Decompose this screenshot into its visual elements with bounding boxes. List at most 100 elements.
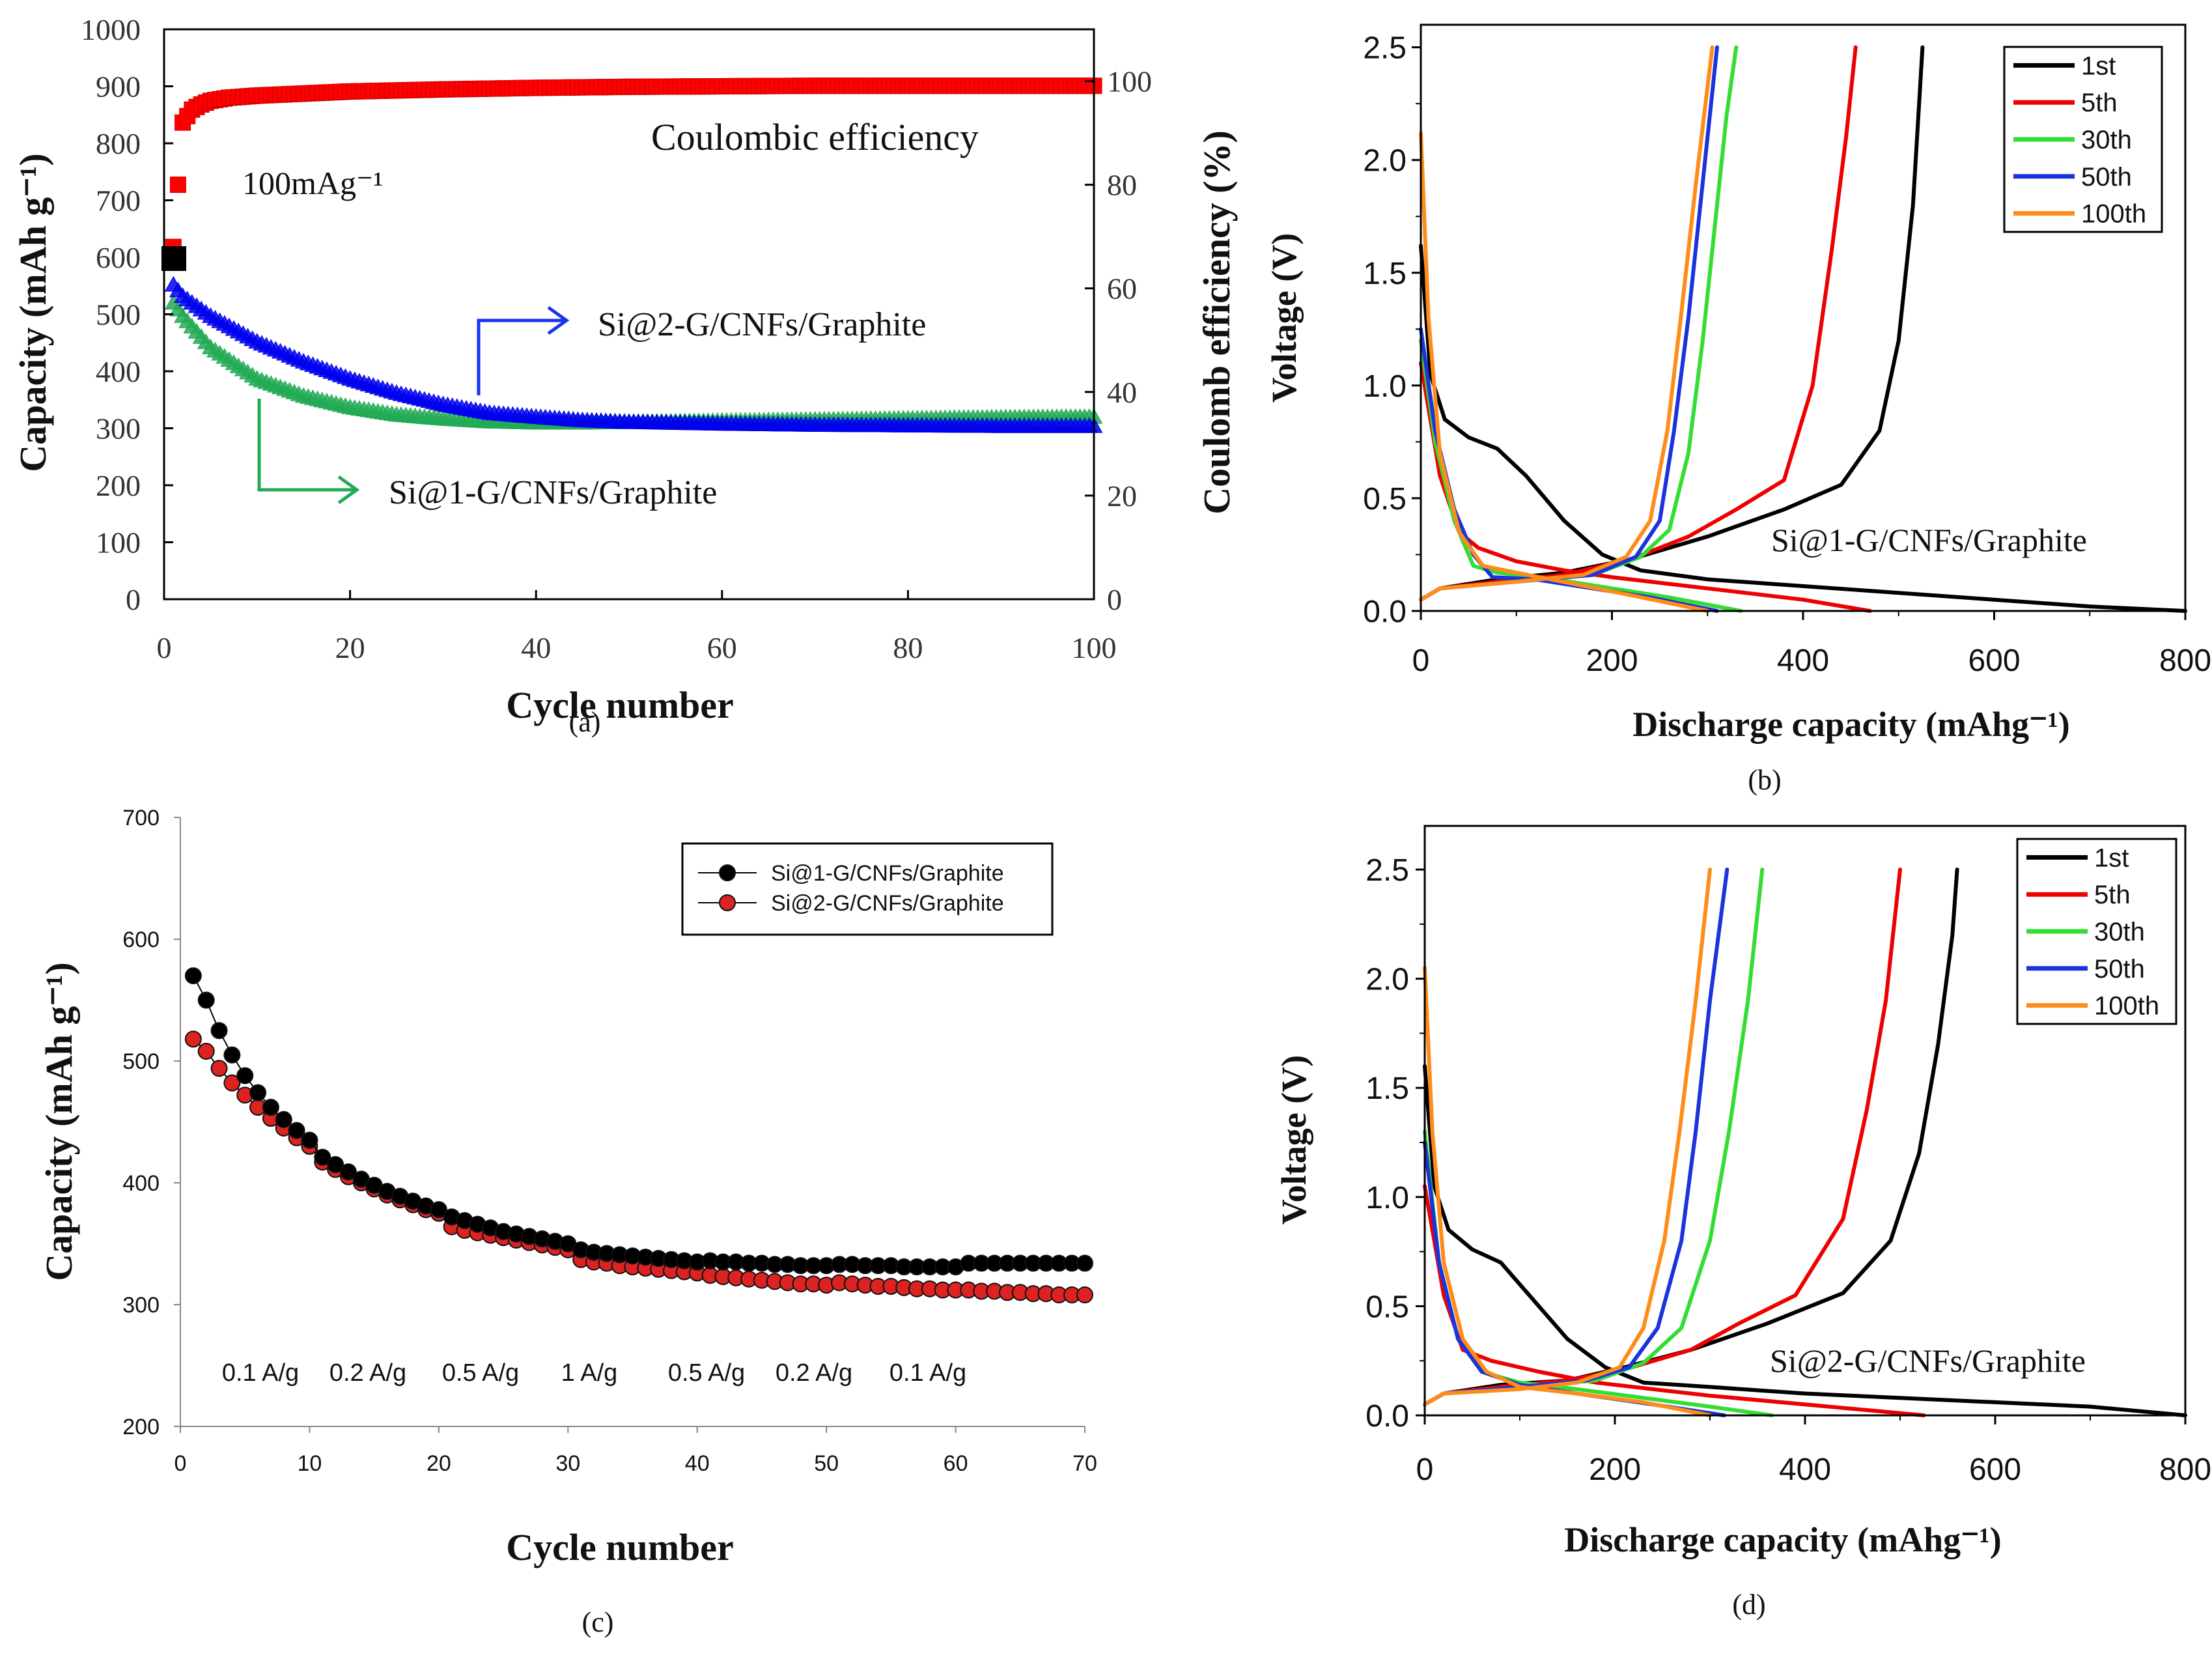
panel-c-point-si-1-g-cnfs-graphite <box>314 1148 331 1166</box>
panel-a-xtick-label: 80 <box>893 631 923 664</box>
panel-a-ytick-label: 0 <box>126 583 141 616</box>
panel-a-series-si-2-g-cnfs-graphite <box>164 276 1103 433</box>
panel-c-point-si-2-g-cnfs-graphite <box>223 1074 241 1092</box>
panel-d-ytick-label: 2.5 <box>1365 853 1409 888</box>
panel-c-point-si-2-g-cnfs-graphite <box>197 1043 215 1060</box>
panel-b-label: (b) <box>1748 764 1781 796</box>
panel-c-legend-frame <box>681 842 1054 936</box>
panel-a-ytick-label: 800 <box>96 127 141 160</box>
panel-b-legend-label-1st: 1st <box>2081 51 2116 80</box>
panel-c-point-si-1-g-cnfs-graphite <box>236 1067 254 1084</box>
panel-d-ytick-label: 0.0 <box>1365 1399 1409 1434</box>
panel-b-ytick-label: 1.5 <box>1363 257 1407 291</box>
panel-c-point-si-1-g-cnfs-graphite <box>275 1111 292 1128</box>
panel-d-legend: 1st 5th 30th 50th 100th <box>2016 838 2177 1025</box>
panel-a-ytick-label: 100 <box>96 526 141 559</box>
panel-b-annotation: Si@1-G/CNFs/Graphite <box>1771 522 2087 558</box>
panel-c-point-si-1-g-cnfs-graphite <box>184 967 202 985</box>
panel-b-xtick-label: 200 <box>1586 644 1638 678</box>
panel-a-y2tick-label: 40 <box>1107 376 1137 409</box>
panel-b-legend-label-50th: 50th <box>2081 163 2132 191</box>
panel-d-legend-label-30th: 30th <box>2094 918 2145 946</box>
panel-c-point-si-1-g-cnfs-graphite <box>223 1046 241 1064</box>
panel-a-rate-annotation: 100mAg⁻¹ <box>242 165 383 201</box>
panel-c-ytick-label: 400 <box>122 1171 160 1196</box>
panel-a-xtick-label: 100 <box>1072 631 1117 664</box>
panel-c-axes: 0 10 20 30 40 50 60 70 200 300 400 500 600 700 Cycle n… <box>38 806 1097 1568</box>
panel-c-xtick-label: 70 <box>1072 1451 1097 1476</box>
panel-c-point-si-2-g-cnfs-graphite <box>210 1060 228 1077</box>
panel-c-rate-label: 0.2 A/g <box>776 1359 852 1387</box>
panel-b-xtick-label: 600 <box>1968 644 2020 678</box>
panel-a: 0 20 40 60 80 1000100200300400500600700800900… <box>12 13 1238 738</box>
panel-a-y2label: Coulomb efficiency (%) <box>1196 130 1238 515</box>
panel-d-xlabel: Discharge capacity (mAhg⁻¹) <box>1564 1520 2002 1559</box>
panel-a-ytick-label: 200 <box>96 469 141 502</box>
panel-b-discharge-100th <box>1419 131 1710 613</box>
panel-d-xtick-label: 400 <box>1779 1452 1831 1487</box>
panel-c-ytick-label: 600 <box>122 928 160 952</box>
panel-d-discharge-100th <box>1423 965 1712 1417</box>
panel-a-y2tick-label: 0 <box>1107 583 1122 616</box>
panel-c-xlabel: Cycle number <box>506 1526 734 1568</box>
panel-c-point-si-1-g-cnfs-graphite <box>197 991 215 1009</box>
panel-c-rate-label: 0.1 A/g <box>889 1359 966 1387</box>
panel-a-ytick-label: 300 <box>96 412 141 446</box>
panel-b-legend-label-30th: 30th <box>2081 126 2132 154</box>
panel-c-point-si-1-g-cnfs-graphite <box>210 1022 228 1040</box>
panel-a-first-cycle-marker <box>161 246 186 271</box>
panel-c-xtick-label: 0 <box>175 1451 187 1476</box>
panel-c-rate-label: 0.5 A/g <box>668 1359 745 1387</box>
panel-a-axes: 0 20 40 60 80 1000100200300400500600700800900… <box>12 13 1238 726</box>
panel-c-series-si-1-g-cnfs-graphite <box>184 967 1093 1276</box>
panel-b-xlabel: Discharge capacity (mAhg⁻¹) <box>1632 705 2070 744</box>
panel-d-axes: 0 200 400 600 800 0.0 0.5 1.0 1.5 2.0 2.5 Discharge… <box>1274 853 2211 1559</box>
panel-b-discharge-30th <box>1419 338 1743 613</box>
panel-a-ytick-label: 600 <box>96 241 141 274</box>
panel-d-annotation: Si@2-G/CNFs/Graphite <box>1770 1342 2086 1379</box>
panel-c-legend-label-si-1-g-cnfs-graphite: Si@1-G/CNFs/Graphite <box>771 861 1004 886</box>
panel-c-point-si-1-g-cnfs-graphite <box>339 1163 357 1181</box>
panel-c-rate-label: 0.2 A/g <box>329 1359 406 1387</box>
panel-d-legend-label-1st: 1st <box>2094 843 2129 872</box>
panel-d-xtick-label: 800 <box>2159 1452 2211 1487</box>
panel-c-rate-labels: 0.1 A/g 0.2 A/g 0.5 A/g 1 A/g 0.5 A/g 0.2 A/g… <box>222 1359 966 1387</box>
panel-c-point-si-1-g-cnfs-graphite <box>430 1201 447 1219</box>
panel-a-xtick-label: 60 <box>707 631 737 664</box>
panel-c-point-si-1-g-cnfs-graphite <box>1076 1254 1093 1272</box>
panel-a-ce-annotation: Coulombic efficiency <box>651 116 979 158</box>
panel-c-point-si-1-g-cnfs-graphite <box>262 1099 279 1116</box>
panel-b-xtick-label: 0 <box>1412 644 1430 678</box>
panel-a-plot <box>161 78 1103 433</box>
panel-a-xtick-label: 0 <box>157 631 172 664</box>
panel-a-label: (a) <box>569 706 601 738</box>
panel-d-label: (d) <box>1732 1589 1765 1621</box>
panel-b-ytick-label: 0.0 <box>1363 595 1407 629</box>
panel-b-ytick-label: 1.0 <box>1363 369 1407 404</box>
panel-a-y2tick-label: 60 <box>1107 272 1137 305</box>
panel-c-ytick-label: 500 <box>122 1049 160 1074</box>
panel-d-plot <box>1423 868 2187 1417</box>
panel-b-ytick-label: 0.5 <box>1363 482 1407 517</box>
panel-c-xtick-label: 50 <box>814 1451 839 1476</box>
panel-a-s1-arrow <box>257 399 360 505</box>
panel-d-discharge-1st <box>1423 1064 2187 1417</box>
panel-a-point-ce <box>169 177 186 193</box>
panel-c-point-si-2-g-cnfs-graphite <box>1076 1286 1093 1304</box>
panel-b-legend-label-5th: 5th <box>2081 89 2118 117</box>
panel-a-s2-arrow <box>477 305 570 395</box>
panel-b-ytick-label: 2.5 <box>1363 31 1407 66</box>
panel-a-xtick-label: 20 <box>335 631 365 664</box>
panel-b-legend: 1st 5th 30th 50th 100th <box>2003 46 2163 233</box>
panel-c-point-si-2-g-cnfs-graphite <box>184 1030 202 1048</box>
panel-c-point-si-1-g-cnfs-graphite <box>327 1155 344 1173</box>
panel-d-ytick-label: 2.0 <box>1365 963 1409 997</box>
panel-c: 0 10 20 30 40 50 60 70 200 300 400 500 600 700 Cycle n… <box>38 806 1097 1638</box>
panel-c-xtick-label: 20 <box>427 1451 451 1476</box>
panel-d-ytick-label: 1.5 <box>1365 1071 1409 1106</box>
panel-c-xtick-label: 60 <box>944 1451 968 1476</box>
panel-b-xtick-label: 800 <box>2159 644 2211 678</box>
panel-d-ytick-label: 1.0 <box>1365 1181 1409 1215</box>
panel-c-ylabel: Capacity (mAh g⁻¹) <box>38 962 80 1281</box>
